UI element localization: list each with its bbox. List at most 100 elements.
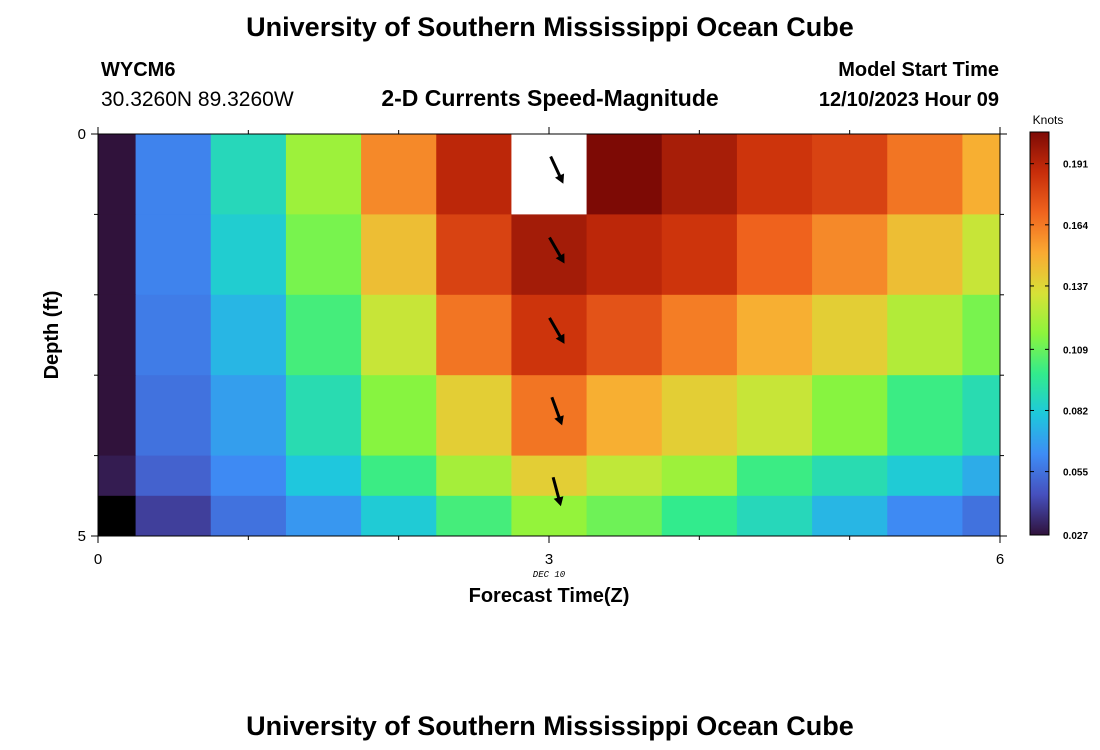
current-direction-arrow xyxy=(548,236,565,264)
colorbar-tick-label: 0.164 xyxy=(1063,221,1088,232)
heatmap-cell xyxy=(586,455,663,497)
heatmap-cell xyxy=(210,375,287,457)
heatmap-cell xyxy=(361,375,437,457)
heatmap-cell xyxy=(812,134,888,215)
heatmap-cell xyxy=(887,294,963,376)
heatmap-cell xyxy=(210,214,287,296)
heatmap-cell xyxy=(586,495,663,537)
heatmap-cell xyxy=(736,294,813,376)
heatmap-cell xyxy=(736,495,813,537)
x-tick-label: 3 xyxy=(545,551,553,568)
heatmap-cell xyxy=(586,134,663,215)
date-label: DEC 10 xyxy=(533,570,566,580)
colorbar-tick-label: 0.137 xyxy=(1063,282,1088,293)
heatmap-cell xyxy=(285,455,362,497)
heatmap-cell xyxy=(98,455,137,497)
current-direction-arrow xyxy=(551,476,564,507)
heatmap-cell xyxy=(812,375,888,457)
current-direction-arrow xyxy=(550,396,564,426)
main-title: University of Southern Mississippi Ocean… xyxy=(246,12,854,42)
heatmap-cell xyxy=(511,214,588,296)
heatmap-cell xyxy=(661,294,738,376)
colorbar-tick-label: 0.055 xyxy=(1063,468,1088,479)
colorbar-tick-label: 0.027 xyxy=(1063,531,1088,542)
chart-subtitle: 2-D Currents Speed-Magnitude xyxy=(381,85,718,111)
heatmap-cell xyxy=(98,495,137,537)
bottom-title: University of Southern Mississippi Ocean… xyxy=(246,711,854,741)
heatmap-cell xyxy=(511,455,588,497)
heatmap-cell xyxy=(736,375,813,457)
heatmap-cell xyxy=(511,294,588,376)
heatmap-cell xyxy=(511,375,588,457)
heatmap-cell xyxy=(361,134,437,215)
heatmap-cell xyxy=(135,455,212,497)
heatmap-cell xyxy=(511,495,588,537)
station-coordinates: 30.3260N 89.3260W xyxy=(101,88,294,111)
model-start-label: Model Start Time xyxy=(838,59,999,81)
heatmap-cell xyxy=(436,294,512,376)
heatmap-cell xyxy=(736,214,813,296)
heatmap-cell xyxy=(962,375,1001,457)
colorbar-tick-label: 0.191 xyxy=(1063,160,1088,171)
heatmap-cell xyxy=(135,294,212,376)
heatmap-cell xyxy=(135,134,212,215)
heatmap-cell xyxy=(135,214,212,296)
current-direction-arrow xyxy=(549,155,565,184)
heatmap-cell xyxy=(210,455,287,497)
heatmap-cell xyxy=(812,294,888,376)
heatmap-cell xyxy=(887,375,963,457)
heatmap-cell xyxy=(661,214,738,296)
heatmap-cell xyxy=(210,495,287,537)
heatmap-cell xyxy=(285,495,362,537)
heatmap-cell xyxy=(962,214,1001,296)
heatmap-cell xyxy=(210,134,287,215)
colorbar xyxy=(1029,131,1050,536)
heatmap-cell xyxy=(962,495,1001,537)
heatmap-cell xyxy=(586,375,663,457)
heatmap-cell xyxy=(436,375,512,457)
heatmap-cell xyxy=(98,134,137,215)
heatmap-cell xyxy=(887,455,963,497)
y-tick-label: 5 xyxy=(78,528,86,545)
heatmap-cell xyxy=(812,214,888,296)
heatmap-cell xyxy=(285,375,362,457)
current-arrows xyxy=(548,155,565,507)
heatmap-cells xyxy=(98,134,1001,537)
y-tick-label: 0 xyxy=(78,126,86,143)
colorbar-ticks: 0.027 0.055 0.082 0.109 0.137 0.164 0.191 xyxy=(1030,160,1088,542)
x-axis-title: Forecast Time(Z) xyxy=(469,585,630,607)
heatmap-cell xyxy=(98,214,137,296)
model-start-time: 12/10/2023 Hour 09 xyxy=(819,89,999,111)
colorbar-tick-label: 0.109 xyxy=(1063,345,1088,356)
heatmap-cell xyxy=(511,134,588,215)
station-id: WYCM6 xyxy=(101,59,175,81)
x-tick-label: 0 xyxy=(94,551,102,568)
heatmap-cell xyxy=(436,134,512,215)
heatmap-cell xyxy=(285,214,362,296)
heatmap-cell xyxy=(586,294,663,376)
heatmap-cell xyxy=(962,294,1001,376)
heatmap-cell xyxy=(361,214,437,296)
current-direction-arrow xyxy=(548,317,565,344)
heatmap-cell xyxy=(962,455,1001,497)
heatmap-cell xyxy=(812,495,888,537)
y-axis-title: Depth (ft) xyxy=(41,291,63,380)
heatmap-cell xyxy=(887,214,963,296)
heatmap-cell xyxy=(361,495,437,537)
heatmap-cell xyxy=(736,455,813,497)
heatmap-cell xyxy=(361,294,437,376)
heatmap-cell xyxy=(436,214,512,296)
heatmap-cell xyxy=(436,455,512,497)
heatmap-cell xyxy=(887,134,963,215)
heatmap-cell xyxy=(661,455,738,497)
heatmap-cell xyxy=(285,294,362,376)
heatmap-cell xyxy=(661,375,738,457)
heatmap-cell xyxy=(586,214,663,296)
axis-ticks: 0 3 605 xyxy=(78,126,1007,568)
heatmap-cell xyxy=(361,455,437,497)
heatmap-cell xyxy=(436,495,512,537)
colorbar-title: Knots xyxy=(1033,113,1064,127)
heatmap-cell xyxy=(210,294,287,376)
heatmap-cell xyxy=(285,134,362,215)
